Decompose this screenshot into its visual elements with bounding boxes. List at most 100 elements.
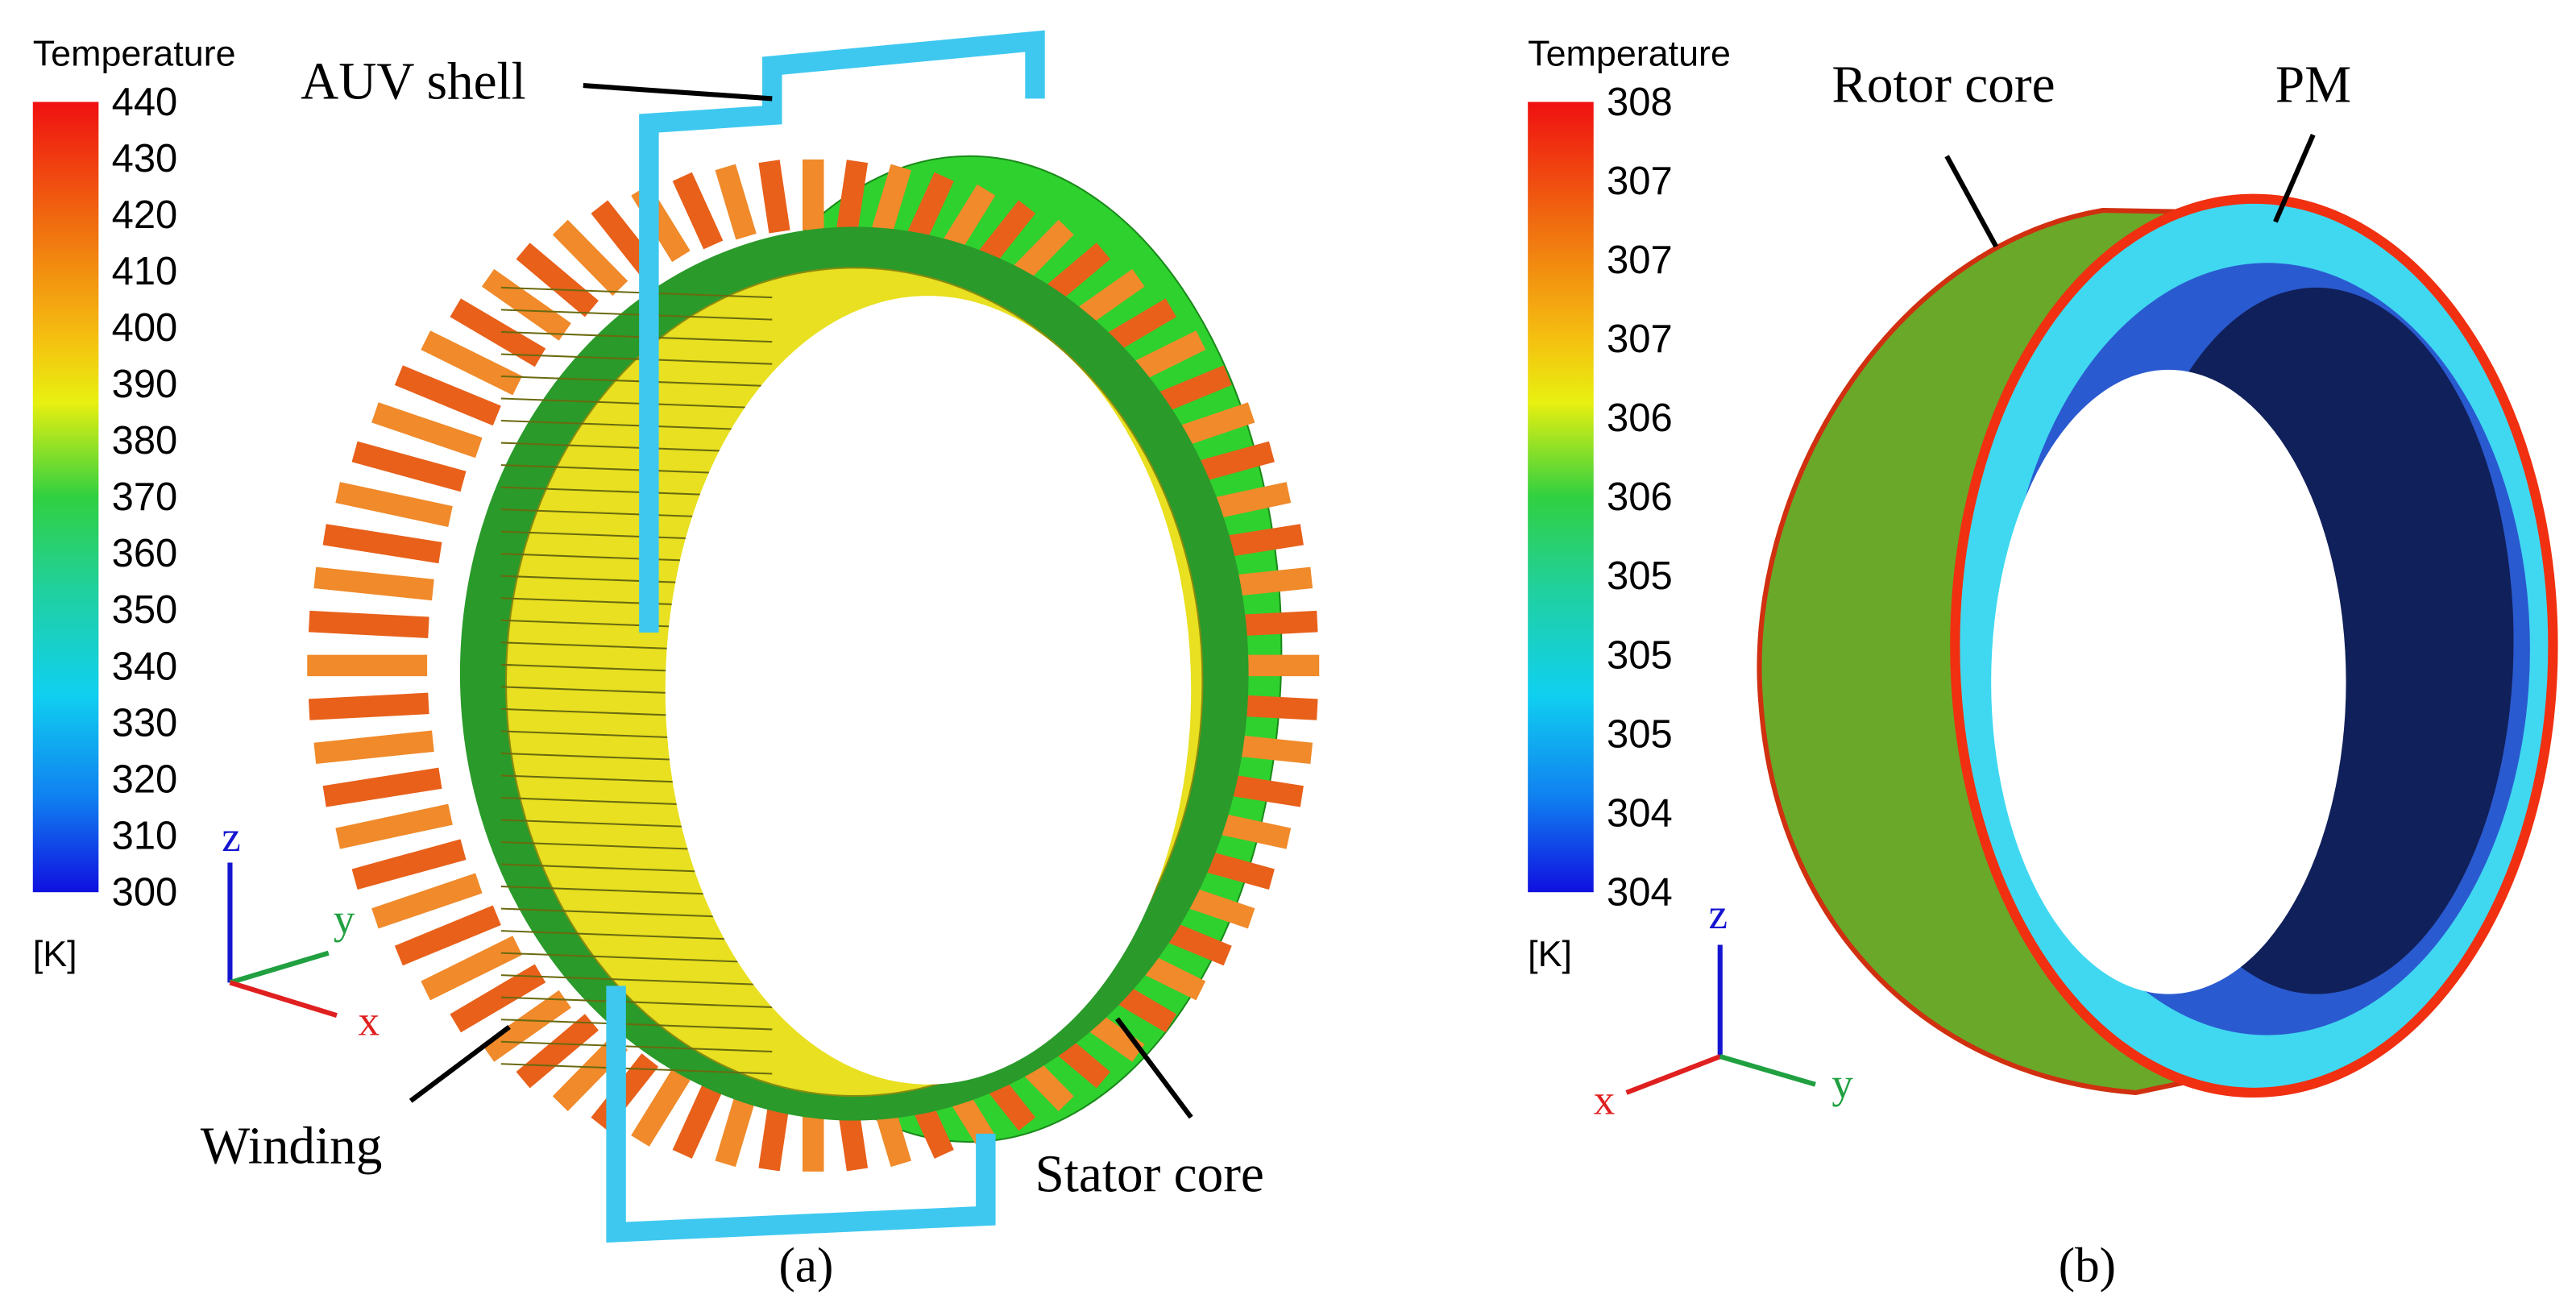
stator-tooth <box>313 730 434 765</box>
legend-tick-label: 390 <box>112 363 178 406</box>
stator-tooth <box>371 873 483 929</box>
axis-label: z <box>1708 891 1728 938</box>
winding-slot <box>500 1063 773 1075</box>
legend-tick-label: 400 <box>112 306 178 350</box>
winding-slot <box>500 309 773 321</box>
winding-slot <box>500 286 773 299</box>
winding-slot <box>500 1040 773 1052</box>
label: AUV shell <box>301 52 526 110</box>
stator-tooth <box>421 330 523 396</box>
legend-tick-label: 440 <box>112 81 178 124</box>
axis-y <box>229 950 330 986</box>
legend-tick-label: 430 <box>112 137 178 181</box>
colorbar <box>1528 102 1594 893</box>
arrow <box>2273 134 2316 223</box>
caption: (a) <box>778 1238 833 1293</box>
axis-label: y <box>1831 1060 1853 1107</box>
arrow <box>583 83 773 102</box>
axis-x <box>229 980 338 1019</box>
legend-tick-label: 300 <box>112 871 178 915</box>
legend-tick-label: 305 <box>1607 554 1673 598</box>
legend-tick-label: 308 <box>1607 81 1673 124</box>
legend-tick-label: 410 <box>112 250 178 293</box>
axis-label: x <box>1594 1077 1616 1123</box>
stator-tooth <box>516 243 599 317</box>
legend-tick-label: 305 <box>1607 633 1673 677</box>
stator-tooth <box>758 160 790 234</box>
axis-label: x <box>358 998 380 1045</box>
legend-tick-label: 340 <box>112 645 178 688</box>
stator-tooth <box>481 990 571 1062</box>
bore <box>665 296 1192 1085</box>
winding-slot <box>500 353 773 365</box>
stator-tooth <box>450 964 546 1033</box>
stator-tooth <box>450 298 546 367</box>
axis-label: y <box>334 896 355 943</box>
stator-tooth <box>371 402 483 459</box>
stator-tooth <box>308 610 429 638</box>
legend-tick-label: 360 <box>112 532 178 575</box>
winding-slot <box>500 952 773 964</box>
legend-tick-label: 307 <box>1607 160 1673 203</box>
stator-tooth <box>322 767 442 807</box>
stator-tooth <box>313 566 434 601</box>
label: PM <box>2275 56 2351 114</box>
winding-slot <box>500 1019 773 1031</box>
winding-slot <box>500 375 773 388</box>
stator-model <box>307 155 1320 1172</box>
legend-tick-label: 420 <box>112 193 178 237</box>
axis-label: z <box>222 814 241 861</box>
label: Winding <box>201 1118 383 1176</box>
stator-tooth <box>631 1069 691 1147</box>
winding-slot <box>500 330 773 343</box>
stator-tooth <box>351 441 467 492</box>
arrow <box>1944 155 1998 248</box>
winding-slot <box>500 974 773 986</box>
legend-tick-label: 350 <box>112 588 178 632</box>
legend-tick-label: 306 <box>1607 396 1673 440</box>
legend-title: Temperature <box>1528 33 1731 74</box>
stator-tooth <box>394 365 501 426</box>
stator-tooth <box>715 164 757 240</box>
legend-tick-label: 306 <box>1607 475 1673 519</box>
stator-tooth <box>836 160 869 234</box>
legend-tick-label: 370 <box>112 475 178 519</box>
stator-tooth <box>552 219 628 297</box>
legend-tick-label: 304 <box>1607 871 1673 915</box>
stator-tooth <box>351 839 467 890</box>
stator-tooth <box>335 482 453 527</box>
stator-tooth <box>394 905 501 966</box>
stator-tooth <box>322 524 442 564</box>
stator-tooth <box>308 692 429 720</box>
stator-tooth <box>672 172 724 250</box>
stator-tooth <box>715 1091 757 1168</box>
colorbar <box>32 102 99 893</box>
winding-slot <box>500 420 773 432</box>
axis-x <box>1625 1054 1721 1095</box>
legend-tick-label: 310 <box>112 814 178 857</box>
axis-y <box>1719 1054 1816 1087</box>
legend-unit: [K] <box>1528 933 1572 974</box>
legend-tick-label: 380 <box>112 419 178 463</box>
arrow <box>1115 1017 1193 1119</box>
legend-unit: [K] <box>33 933 77 974</box>
stator-tooth <box>516 1014 599 1089</box>
legend-tick-label: 330 <box>112 701 178 745</box>
rotor-model <box>1757 193 2558 1098</box>
auv-shell <box>639 30 1045 633</box>
legend-tick-label: 305 <box>1607 712 1673 756</box>
winding-slot <box>500 996 773 1008</box>
legend-tick-label: 304 <box>1607 791 1673 835</box>
stator-tooth <box>335 803 453 849</box>
legend-tick-label: 307 <box>1607 239 1673 282</box>
stator-tooth <box>672 1081 724 1159</box>
legend-title: Temperature <box>33 33 236 74</box>
winding-slot <box>500 397 773 409</box>
auv-shell <box>606 986 996 1243</box>
caption: (b) <box>2059 1238 2116 1293</box>
label: Rotor core <box>1831 56 2055 114</box>
legend-tick-label: 320 <box>112 757 178 801</box>
arrow <box>409 1024 511 1103</box>
